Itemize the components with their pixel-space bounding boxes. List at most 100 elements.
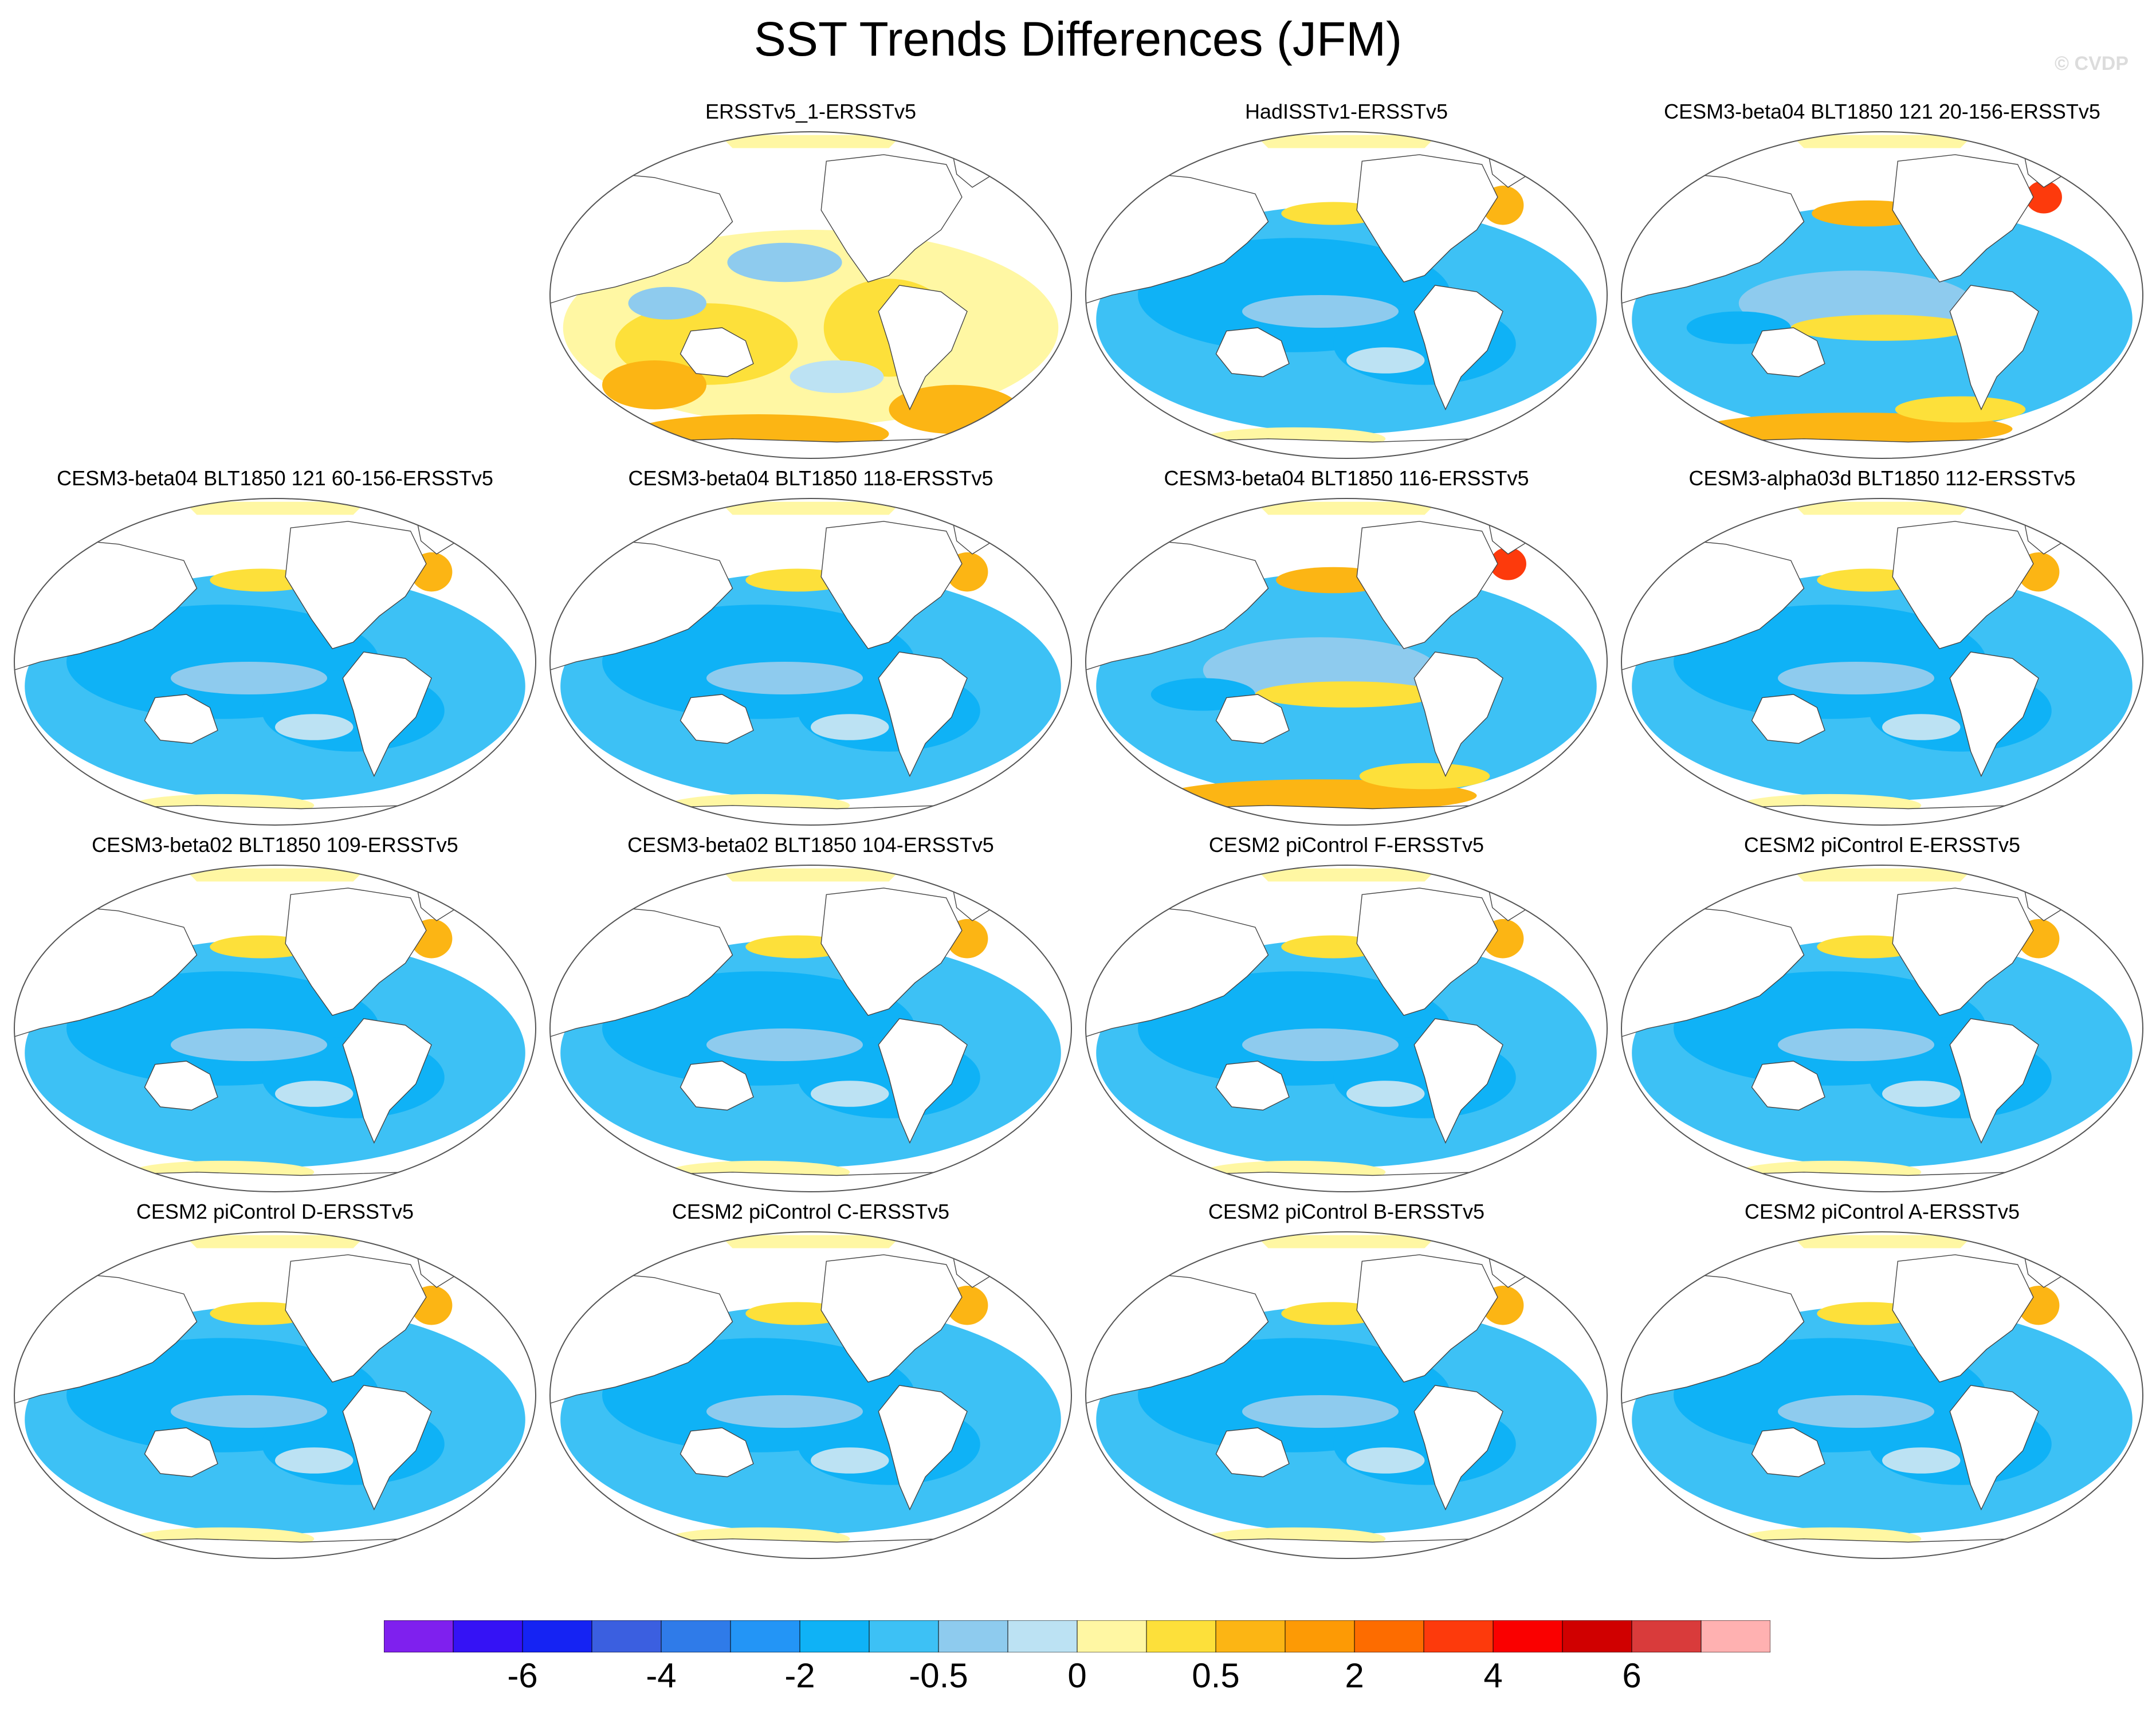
map-border	[1085, 498, 1608, 826]
continent-south-america	[1413, 1018, 1503, 1144]
map-border	[549, 498, 1072, 826]
sst-anomaly-region	[1242, 295, 1399, 328]
colorbar-tick-label: 4	[1483, 1656, 1503, 1695]
continent-arctic-band	[719, 1235, 902, 1248]
continent-arctic-band	[719, 501, 902, 515]
world-map	[14, 865, 536, 1192]
continent-south-america	[878, 285, 968, 411]
colorbar-box	[1215, 1620, 1286, 1652]
continent-north-america	[1892, 521, 2034, 650]
colorbar-tick-label: -2	[784, 1656, 815, 1695]
continent-south-america	[1949, 1018, 2039, 1144]
world-map	[549, 498, 1072, 826]
panel-title: CESM2 piControl A-ERSSTv5	[1744, 1200, 2020, 1223]
figure-title: SST Trends Differences (JFM)	[753, 12, 1403, 66]
continent-australia	[1751, 1061, 1825, 1111]
continent-south-america	[342, 1385, 432, 1511]
sst-anomaly-region	[628, 286, 706, 320]
continent-north-america	[1892, 888, 2034, 1016]
panel-title: CESM2 piControl E-ERSSTv5	[1743, 833, 2021, 857]
colorbar-tick-label: -0.5	[909, 1656, 968, 1695]
world-map	[549, 865, 1072, 1192]
colorbar-tick-label: 0.5	[1192, 1656, 1240, 1695]
continent-antarctica	[1692, 805, 2091, 825]
continent-south-america	[342, 651, 432, 778]
colorbar-box	[1631, 1620, 1702, 1652]
map-panel: CESM3-beta02 BLT1850 109-ERSSTv5	[11, 834, 539, 1200]
continent-south-america	[878, 651, 968, 778]
sst-anomaly-region	[1882, 714, 1961, 740]
world-map	[1621, 131, 2143, 459]
continent-south-america	[1413, 1385, 1503, 1511]
map-border	[549, 865, 1072, 1192]
map-panel: CESM3-alpha03d BLT1850 112-ERSSTv5	[1619, 467, 2146, 834]
map-border	[1621, 1231, 2143, 1559]
continent-arctic-band	[1255, 868, 1438, 882]
sst-anomaly-region	[171, 1395, 327, 1428]
map-border	[1085, 131, 1608, 459]
sst-anomaly-region	[727, 242, 842, 282]
panel-title: CESM2 piControl C-ERSSTv5	[671, 1200, 950, 1223]
continent-arctic-band	[183, 1235, 367, 1248]
colorbar-tick-label: -4	[646, 1656, 677, 1695]
world-map	[1621, 865, 2143, 1192]
continent-north-america	[1356, 154, 1498, 283]
sst-anomaly-region	[1242, 1395, 1399, 1428]
sst-anomaly-region	[1346, 1081, 1425, 1107]
continent-antarctica	[1692, 1538, 2091, 1558]
map-border	[1085, 1231, 1608, 1559]
continent-north-america	[285, 1254, 427, 1383]
sst-anomaly-region	[1778, 662, 1934, 694]
world-map	[1085, 1231, 1608, 1559]
colorbar	[384, 1620, 1770, 1652]
continent-antarctica	[621, 438, 1020, 458]
continent-australia	[1215, 327, 1290, 378]
colorbar-box	[1701, 1620, 1770, 1652]
world-map	[1621, 498, 2143, 826]
continent-north-america	[820, 154, 963, 283]
colorbar-box	[799, 1620, 870, 1652]
map-border	[1621, 498, 2143, 826]
continent-antarctica	[1692, 1172, 2091, 1192]
sst-anomaly-region	[811, 714, 889, 740]
world-map	[549, 1231, 1072, 1559]
continent-arctic-band	[1790, 868, 1974, 882]
sst-anomaly-region	[706, 1395, 863, 1428]
colorbar-box	[1354, 1620, 1424, 1652]
map-panel: CESM3-beta04 BLT1850 118-ERSSTv5	[547, 467, 1074, 834]
sst-anomaly-region	[706, 662, 863, 694]
continent-antarctica	[1157, 805, 1556, 825]
colorbar-box	[384, 1620, 454, 1652]
continent-arctic-band	[1255, 135, 1438, 148]
continent-australia	[1215, 1061, 1290, 1111]
panel-title: CESM3-alpha03d BLT1850 112-ERSSTv5	[1688, 466, 2076, 490]
colorbar-box	[1146, 1620, 1216, 1652]
sst-anomaly-region	[1242, 1028, 1399, 1061]
sst-anomaly-region	[275, 714, 354, 740]
sst-anomaly-region	[171, 662, 327, 694]
sst-anomaly-region	[171, 1028, 327, 1061]
map-border	[1085, 865, 1608, 1192]
world-map	[14, 1231, 536, 1559]
panel-title: CESM2 piControl F-ERSSTv5	[1208, 833, 1485, 857]
sst-anomaly-region	[1255, 681, 1438, 708]
colorbar-box	[1285, 1620, 1355, 1652]
panel-title: CESM3-beta02 BLT1850 104-ERSSTv5	[627, 833, 994, 857]
continent-australia	[1751, 327, 1825, 378]
panel-title: CESM3-beta04 BLT1850 121 20-156-ERSSTv5	[1664, 100, 2100, 123]
map-border	[14, 1231, 536, 1559]
sst-anomaly-region	[706, 1028, 863, 1061]
panel-title: CESM2 piControl D-ERSSTv5	[136, 1200, 414, 1223]
map-panel: ERSSTv5_1-ERSSTv5	[547, 100, 1074, 467]
world-map	[1621, 1231, 2143, 1559]
continent-south-america	[878, 1018, 968, 1144]
colorbar-tick-label: 6	[1622, 1656, 1641, 1695]
panel-title: CESM3-beta04 BLT1850 116-ERSSTv5	[1164, 466, 1529, 490]
map-panel: CESM3-beta04 BLT1850 121 20-156-ERSSTv5	[1619, 100, 2146, 467]
sst-anomaly-region	[1490, 547, 1526, 580]
map-panel: CESM2 piControl A-ERSSTv5	[1619, 1200, 2146, 1567]
map-panel: HadISSTv1-ERSSTv5	[1083, 100, 1610, 467]
colorbar-tick-label: 0	[1067, 1656, 1087, 1695]
panel-title: CESM2 piControl B-ERSSTv5	[1208, 1200, 1485, 1223]
colorbar-box	[1493, 1620, 1563, 1652]
